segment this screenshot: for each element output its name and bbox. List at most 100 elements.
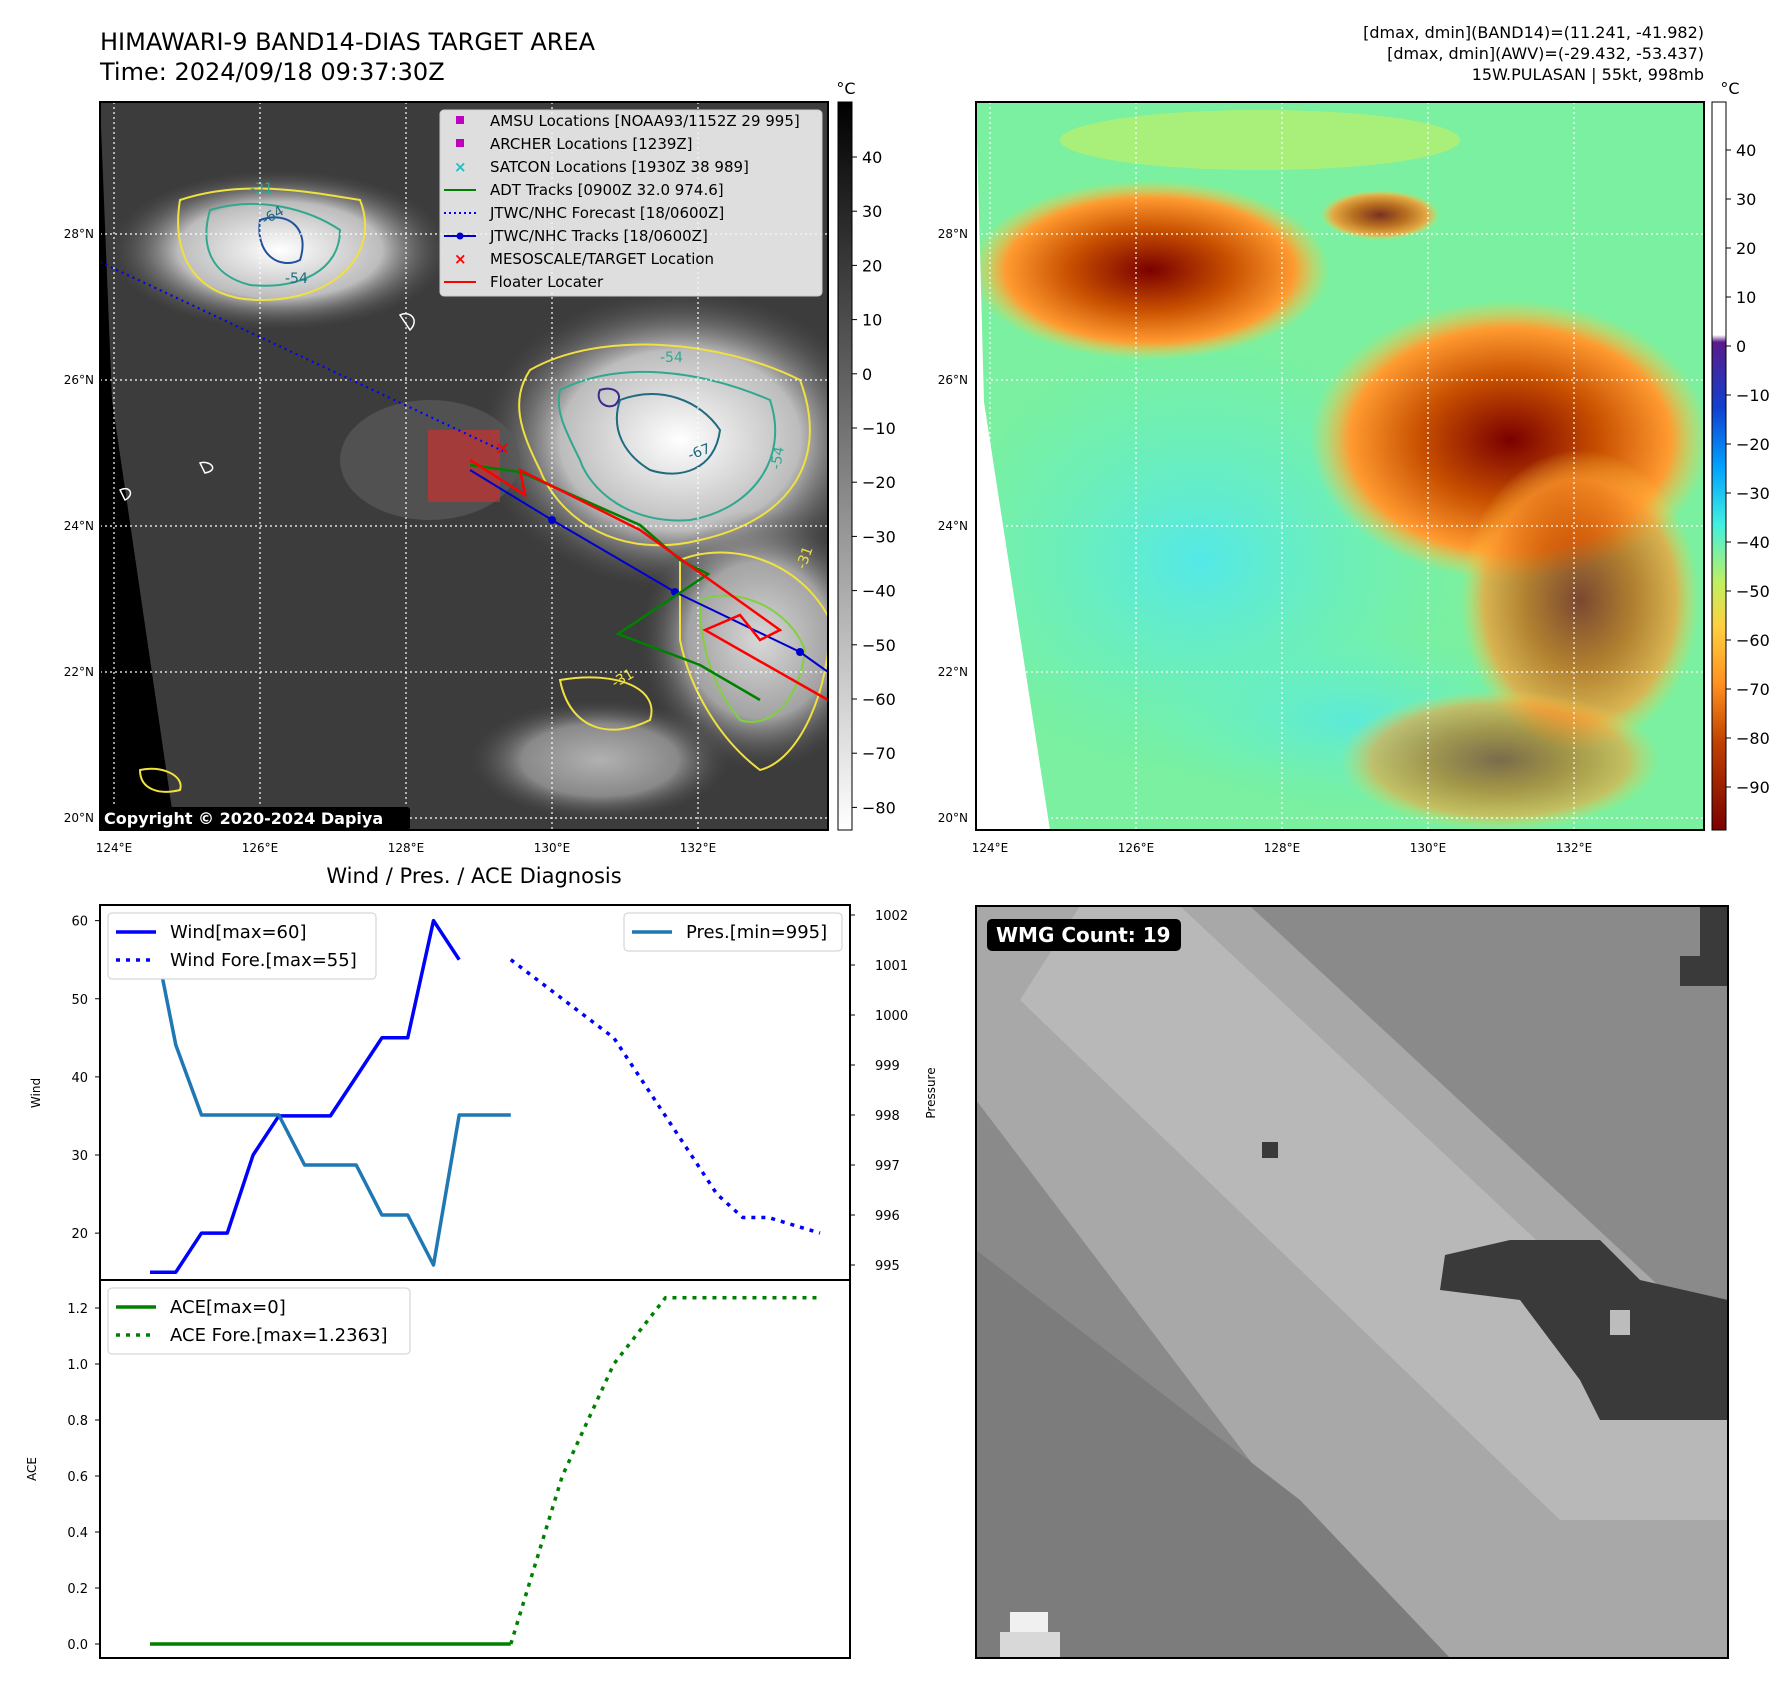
legend-label-jtwc-track: JTWC/NHC Tracks [18/0600Z] — [489, 227, 708, 245]
series-line-presmin — [148, 914, 511, 1267]
figure-title: HIMAWARI-9 BAND14-DIAS TARGET AREA — [100, 28, 596, 56]
wmg-dark-region — [1440, 1240, 1728, 1420]
legend-label-satcon: SATCON Locations [1930Z 38 989] — [490, 158, 749, 176]
colorbar-tick-label: −30 — [1736, 484, 1770, 503]
right-map-frame — [975, 101, 1705, 831]
lat-label: 24°N — [938, 519, 968, 533]
colorbar-tick-label: −80 — [1736, 729, 1770, 748]
wind-tick-label: 30 — [71, 1149, 88, 1164]
right-map-lat-labels: 28°N 26°N 24°N 22°N 20°N — [938, 227, 968, 825]
wmg-panel — [976, 906, 1728, 1658]
colorbar-tick-label: −20 — [862, 473, 896, 492]
legend-label-floater: Floater Locater — [490, 273, 604, 291]
left-map-legend: × × AMSU Locations [NOAA93/1152Z 29 995]… — [439, 109, 823, 297]
lon-label: 130°E — [534, 841, 571, 855]
colorbar-tick-label: −10 — [1736, 386, 1770, 405]
target-legend-marker: × — [454, 250, 467, 268]
ace-tick-label: 0.2 — [67, 1582, 88, 1597]
pressure-tick-label: 1000 — [875, 1009, 908, 1024]
lat-label: 28°N — [938, 227, 968, 241]
ace-tick-label: 0.6 — [67, 1470, 88, 1485]
right-map — [976, 102, 1704, 830]
right-colorbar-unit: °C — [1720, 79, 1739, 98]
wmg-count-badge — [987, 919, 1181, 951]
colorbar-tick-label: −10 — [862, 419, 896, 438]
wind-tick-label: 20 — [71, 1227, 88, 1242]
colorbar-tick-label: 20 — [862, 256, 882, 275]
left-map-lat-labels: 28°N 26°N 24°N 22°N 20°N — [64, 227, 94, 825]
pressure-tick-label: 996 — [875, 1209, 900, 1224]
lat-label: 22°N — [64, 665, 94, 679]
target-x-marker: × — [495, 438, 510, 459]
lon-label: 124°E — [96, 841, 133, 855]
wind-legend: Wind[max=60] Wind Fore.[max=55] — [107, 912, 377, 980]
wmg-frame — [975, 905, 1729, 1659]
colorbar-tick-label: −70 — [862, 744, 896, 763]
lon-label: 130°E — [1410, 841, 1447, 855]
legend-label-adt: ADT Tracks [0900Z 32.0 974.6] — [490, 181, 724, 199]
colorbar-tick-label: −90 — [1736, 778, 1770, 797]
mesoscale-target-box — [428, 430, 500, 502]
lon-label: 126°E — [242, 841, 279, 855]
right-colorbar — [1711, 101, 1727, 831]
legend-label-ace: ACE[max=0] — [170, 1297, 286, 1318]
left-map-frame — [99, 101, 829, 831]
svg-text:-54: -54 — [768, 445, 788, 470]
legend-label-ace-forecast: ACE Fore.[max=1.2363] — [170, 1325, 388, 1346]
pressure-axis-label: Pressure — [924, 1067, 938, 1118]
archer-legend-marker — [456, 139, 464, 147]
lon-label: 128°E — [1264, 841, 1301, 855]
ace-tick-label: 0.8 — [67, 1414, 88, 1429]
lat-label: 20°N — [64, 811, 94, 825]
right-colorbar-ticks: 40 30 20 10 0 −10 −20 −30 −40 −50 −60 −70 −80 −90 — [1726, 141, 1770, 797]
copyright-text: Copyright © 2020-2024 Dapiya — [104, 809, 383, 828]
colorbar-tick-label: 40 — [862, 148, 882, 167]
jtwc-forecast-track — [100, 261, 504, 452]
legend-label-target: MESOSCALE/TARGET Location — [490, 250, 714, 268]
ace-tick-label: 0.4 — [67, 1526, 88, 1541]
dmax-awv: [dmax, dmin](AWV)=(-29.432, -53.437) — [1387, 44, 1704, 63]
wind-tick-label: 50 — [71, 993, 88, 1008]
pressure-tick-label: 998 — [875, 1109, 900, 1124]
svg-text:-31: -31 — [794, 544, 817, 571]
right-map-lon-labels: 124°E 126°E 128°E 130°E 132°E — [972, 841, 1593, 855]
legend-label-wind-forecast: Wind Fore.[max=55] — [170, 950, 357, 971]
colorbar-tick-label: −20 — [1736, 435, 1770, 454]
left-colorbar-unit: °C — [836, 79, 855, 98]
right-no-data-region — [976, 102, 1050, 830]
svg-text:-31: -31 — [250, 181, 273, 197]
lon-label: 126°E — [1118, 841, 1155, 855]
legend-label-wind: Wind[max=60] — [170, 922, 307, 943]
colorbar-tick-label: −60 — [862, 690, 896, 709]
figure-time: Time: 2024/09/18 09:37:30Z — [99, 58, 445, 86]
cloud-north — [110, 170, 450, 330]
ace-tick-label: 0.0 — [67, 1638, 88, 1653]
series-line-windmax — [150, 918, 461, 1274]
colorbar-tick-label: 20 — [1736, 239, 1756, 258]
svg-text:-54: -54 — [285, 271, 308, 287]
svg-text:-54: -54 — [660, 350, 683, 366]
satcon-legend-marker: × — [454, 158, 467, 176]
lat-label: 24°N — [64, 519, 94, 533]
wmg-count-text: WMG Count: 19 — [996, 923, 1171, 947]
colorbar-tick-label: −30 — [862, 527, 896, 546]
colorbar-tick-label: 10 — [862, 311, 882, 330]
dmax-band14: [dmax, dmin](BAND14)=(11.241, -41.982) — [1363, 23, 1704, 42]
legend-label-archer: ARCHER Locations [1239Z] — [490, 135, 693, 153]
series-line-aceforemax — [509, 1296, 820, 1645]
left-colorbar — [837, 101, 853, 831]
colorbar-tick-label: −50 — [1736, 582, 1770, 601]
left-map-tracks: × — [100, 261, 828, 702]
colorbar-tick-label: 0 — [1736, 337, 1746, 356]
colorbar-tick-label: 10 — [1736, 288, 1756, 307]
pressure-tick-label: 999 — [875, 1059, 900, 1074]
lat-label: 26°N — [938, 373, 968, 387]
lat-label: 20°N — [938, 811, 968, 825]
pressure-axis-ticks: 1002 1001 1000 999 998 997 996 995 — [850, 909, 908, 1274]
ace-legend: ACE[max=0] ACE Fore.[max=1.2363] — [107, 1287, 411, 1355]
ace-tick-label: 1.2 — [67, 1302, 88, 1317]
left-colorbar-ticks: 40 30 20 10 0 −10 −20 −30 −40 −50 −60 −70 −80 — [852, 148, 896, 817]
moisture-north — [976, 180, 1330, 360]
colorbar-tick-label: −40 — [1736, 533, 1770, 552]
